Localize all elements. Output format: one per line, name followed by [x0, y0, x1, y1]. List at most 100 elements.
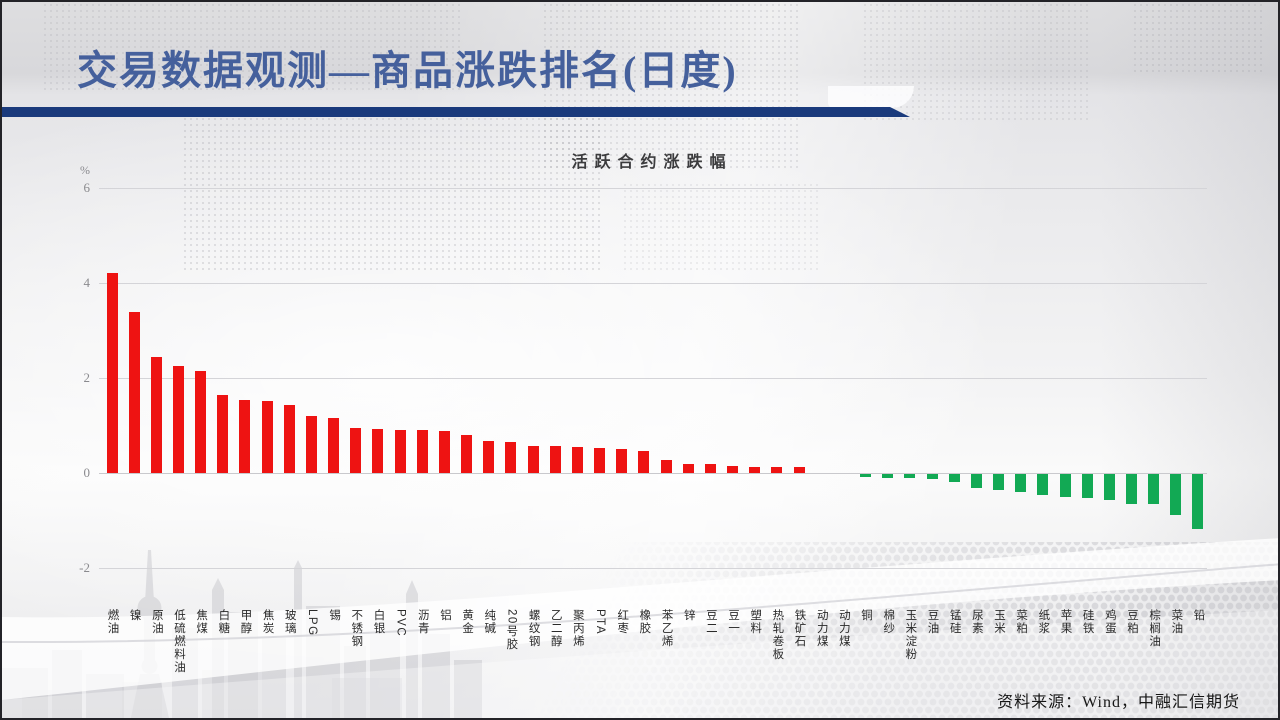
bar [638, 451, 650, 473]
bar [594, 448, 606, 473]
bar [1103, 474, 1115, 501]
bar [860, 474, 872, 477]
bar [1059, 474, 1071, 497]
category-label: 20号胶 [505, 609, 518, 651]
bar [394, 430, 406, 473]
category-label: 玉米 [993, 609, 1006, 635]
bar [704, 463, 716, 473]
category-label: 动力煤 [837, 609, 850, 648]
bar [727, 466, 739, 473]
chart-title: 活跃合约涨跌幅 [571, 154, 733, 171]
category-label: PTA [594, 609, 607, 636]
category-label: 焦煤 [195, 609, 208, 635]
category-label: 豆粕 [1125, 609, 1138, 635]
category-label: 纸浆 [1037, 609, 1050, 635]
bar [882, 474, 894, 478]
bar [328, 418, 340, 473]
category-label: 尿素 [970, 609, 983, 635]
bar [926, 474, 938, 479]
category-label: 热轧卷板 [771, 609, 784, 661]
category-label: 塑料 [749, 609, 762, 635]
category-label: 原油 [150, 609, 163, 635]
category-label: 棕榈油 [1148, 609, 1161, 648]
category-label: 纯碱 [483, 609, 496, 635]
bar [217, 394, 229, 473]
bar [239, 400, 251, 473]
bar [106, 273, 118, 473]
bar [128, 312, 140, 473]
category-label: 鸡蛋 [1103, 609, 1116, 635]
page-title: 交易数据观测—商品涨跌排名(日度) [77, 48, 738, 93]
bar [948, 474, 960, 482]
bar [350, 428, 362, 473]
category-label: 红枣 [616, 609, 629, 635]
category-label: 白糖 [217, 609, 230, 635]
category-label: 铅 [1192, 609, 1205, 622]
category-label: 不锈钢 [350, 609, 363, 648]
y-axis-unit: % [80, 163, 90, 177]
category-label: 锡 [328, 609, 341, 622]
world-map-dots [182, 110, 602, 270]
bar [527, 446, 539, 473]
bar [970, 474, 982, 488]
source-note: 资料来源：Wind，中融汇信期货 [997, 694, 1240, 711]
category-label: LPG [305, 609, 318, 637]
category-label: 橡胶 [638, 609, 651, 635]
bar [150, 357, 162, 473]
bar [1148, 474, 1160, 505]
bar [305, 415, 317, 473]
bar [461, 434, 473, 473]
gridline [99, 283, 1207, 284]
gridline [99, 188, 1207, 189]
bar [505, 442, 517, 473]
category-label: 甲醇 [239, 609, 252, 635]
world-map-dots [622, 182, 822, 272]
gridline [99, 568, 1207, 569]
category-label: 棉纱 [882, 609, 895, 635]
category-label: 豆二 [704, 609, 717, 635]
category-label: 燃油 [106, 609, 119, 635]
bar [172, 366, 184, 473]
bar [483, 440, 495, 473]
category-label: 锌 [682, 609, 695, 622]
y-axis-tick-label: -2 [79, 560, 90, 575]
category-label: 锰硅 [948, 609, 961, 635]
bar [195, 371, 207, 473]
bar [1125, 474, 1137, 504]
bar [660, 460, 672, 473]
category-label: 硅铁 [1081, 609, 1094, 635]
category-label: 玉米淀粉 [904, 609, 917, 661]
category-label: 菜粕 [1015, 609, 1028, 635]
bar [793, 467, 805, 473]
category-label: 白银 [372, 609, 385, 635]
category-label: 焦炭 [261, 609, 274, 635]
world-map-dots [1132, 2, 1262, 72]
category-label: 玻璃 [283, 609, 296, 635]
category-label: 动力煤 [815, 609, 828, 648]
bar [616, 449, 628, 473]
category-label: 螺纹钢 [527, 609, 540, 648]
category-label: 苯乙烯 [660, 609, 673, 648]
y-axis-tick-label: 4 [83, 275, 91, 290]
bar [1170, 474, 1182, 516]
bar [682, 463, 694, 473]
category-label: 镍 [128, 609, 141, 622]
bar [571, 447, 583, 473]
bar [1081, 474, 1093, 498]
category-label: 菜油 [1170, 609, 1183, 635]
category-label: 铝 [438, 609, 451, 622]
bar [1015, 474, 1027, 493]
gridline [99, 378, 1207, 379]
category-label: 豆油 [926, 609, 939, 635]
bar [549, 446, 561, 473]
bar [283, 404, 295, 473]
bar [438, 431, 450, 473]
category-label: 乙二醇 [549, 609, 562, 648]
category-label: 铁矿石 [793, 609, 806, 648]
category-label: 低硫燃料油 [172, 609, 185, 674]
bar [372, 429, 384, 473]
category-label: 苹果 [1059, 609, 1072, 635]
y-axis-tick-label: 6 [83, 180, 91, 195]
bar [904, 474, 916, 479]
